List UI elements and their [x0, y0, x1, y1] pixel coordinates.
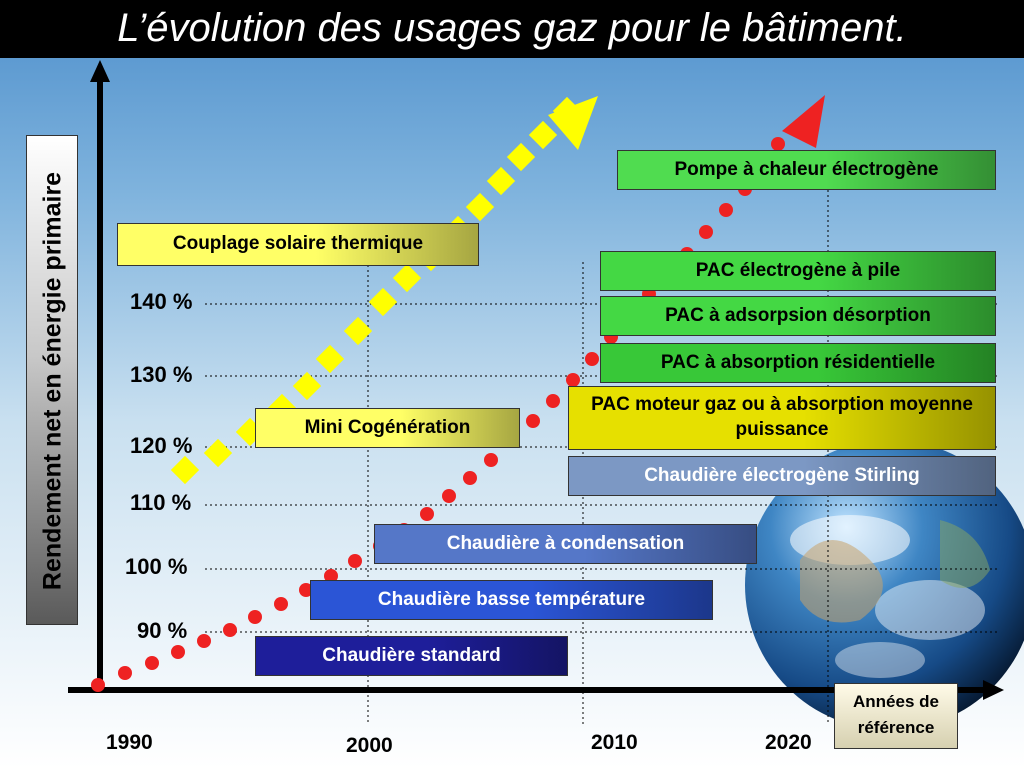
yellow-trend-dash — [392, 263, 422, 293]
red-trend-dot — [171, 645, 185, 659]
slide-title: L’évolution des usages gaz pour le bâtim… — [117, 6, 907, 50]
title-bar: L’évolution des usages gaz pour le bâtim… — [0, 0, 1024, 58]
yellow-trend-dash — [292, 371, 322, 401]
yellow-trend-dash — [203, 438, 233, 468]
x-axis-arrow — [983, 680, 1004, 700]
red-trend-dot — [248, 610, 262, 624]
red-trend-dot — [484, 453, 498, 467]
x-axis-title-box: Années de référence — [834, 683, 958, 749]
tech-box-chaudiere-stirling: Chaudière électrogène Stirling — [568, 456, 996, 496]
red-trend-dot — [118, 666, 132, 680]
tech-box-couplage-solaire: Couplage solaire thermique — [117, 223, 479, 266]
x-tick-label: 2000 — [346, 734, 393, 757]
red-trend-dot — [145, 656, 159, 670]
red-arrow-head — [782, 95, 825, 148]
red-trend-dot — [91, 678, 105, 692]
tech-box-pompe-chaleur-electrogene: Pompe à chaleur électrogène — [617, 150, 996, 190]
x-tick-label: 2020 — [765, 731, 812, 754]
red-trend-dot — [197, 634, 211, 648]
yellow-trend-dash — [315, 344, 345, 374]
x-axis-title: Années de référence — [853, 692, 939, 737]
yellow-arrow-head — [548, 96, 598, 150]
y-tick-label: 130 % — [130, 362, 193, 387]
y-tick-label: 140 % — [130, 289, 193, 314]
red-trend-dot — [324, 569, 338, 583]
tech-box-mini-cogeneration: Mini Cogénération — [255, 408, 520, 448]
yellow-trend-dash — [486, 166, 516, 196]
red-trend-dot — [771, 137, 785, 151]
red-trend-dot — [299, 583, 313, 597]
tech-box-pac-moteur-gaz: PAC moteur gaz ou à absorption moyenne p… — [568, 386, 996, 450]
tech-box-chaudiere-condensation: Chaudière à condensation — [374, 524, 757, 564]
y-tick-label: 100 % — [125, 554, 188, 579]
y-tick-label: 110 % — [130, 490, 192, 515]
tech-box-chaudiere-basse-temperature: Chaudière basse température — [310, 580, 713, 620]
earth-image — [745, 440, 1024, 730]
x-tick-label: 2010 — [591, 731, 638, 754]
tech-box-pac-adsorpsion: PAC à adsorpsion désorption — [600, 296, 996, 336]
tech-box-pac-electrogene-pile: PAC électrogène à pile — [600, 251, 996, 291]
yellow-trend-dash — [170, 455, 200, 485]
red-trend-dot — [420, 507, 434, 521]
x-tick-label: 1990 — [106, 731, 153, 754]
red-trend-dot — [442, 489, 456, 503]
axes — [68, 60, 1004, 700]
red-trend-dot — [348, 554, 362, 568]
y-tick-label: 120 % — [130, 433, 193, 458]
red-trend-dot — [526, 414, 540, 428]
yellow-trend-dash — [343, 316, 373, 346]
yellow-trend-dash — [368, 287, 398, 317]
yellow-trend-dash — [506, 142, 536, 172]
red-trend-dot — [699, 225, 713, 239]
y-tick-label: 90 % — [137, 618, 188, 643]
yellow-trend-dash — [465, 192, 495, 222]
yellow-trend-dash — [528, 120, 558, 150]
tech-box-chaudiere-standard: Chaudière standard — [255, 636, 568, 676]
red-trend-dot — [719, 203, 733, 217]
red-trend-dot — [546, 394, 560, 408]
red-trend-dot — [585, 352, 599, 366]
red-trend-dot — [566, 373, 580, 387]
red-trend-dot — [463, 471, 477, 485]
red-trend-dot — [274, 597, 288, 611]
red-trend-dot — [223, 623, 237, 637]
y-axis-title: Rendement net en énergie primaire — [38, 171, 67, 591]
tech-box-pac-absorption-residentielle: PAC à absorption résidentielle — [600, 343, 996, 383]
y-axis-title-box: Rendement net en énergie primaire — [26, 135, 78, 625]
y-axis-arrow — [90, 60, 110, 82]
